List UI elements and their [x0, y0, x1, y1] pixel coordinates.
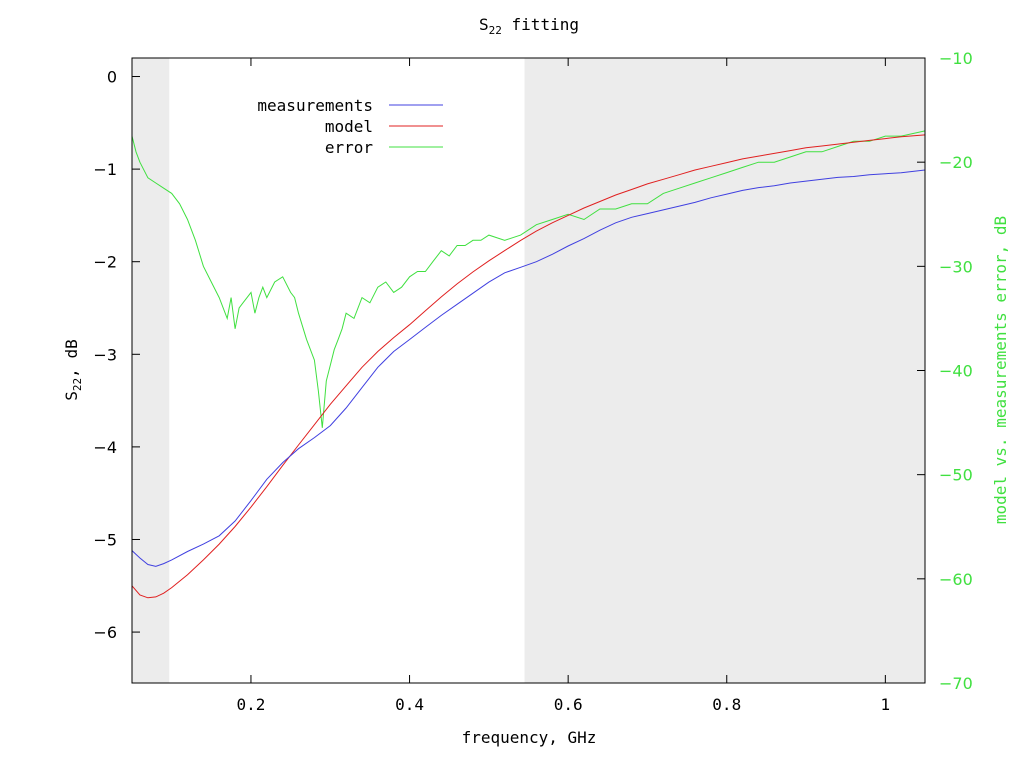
- legend-label-error: error: [325, 138, 374, 157]
- y-tick-label: −5: [93, 530, 117, 549]
- y2-tick-label: −40: [939, 362, 973, 381]
- chart-title: S22 fitting: [479, 15, 579, 37]
- x-tick-label: 0.6: [554, 695, 583, 714]
- y2-tick-label: −50: [939, 466, 973, 485]
- y-tick-label: −4: [93, 438, 117, 457]
- shaded-region-1: [132, 58, 170, 683]
- legend: measurements model error: [257, 96, 443, 157]
- y2-tick-label: −30: [939, 257, 973, 276]
- y2-tick-label: −20: [939, 153, 973, 172]
- x-axis-label: frequency, GHz: [462, 728, 597, 747]
- series-line-measurements: [131, 169, 926, 567]
- series-line-error: [131, 130, 926, 428]
- y-tick-label: −6: [93, 623, 117, 642]
- series-line-model: [131, 134, 926, 599]
- y-tick-label: −1: [93, 160, 117, 179]
- x-tick-label: 1: [881, 695, 891, 714]
- y2-tick-label: −70: [939, 674, 973, 693]
- y2-tick-label: −10: [939, 49, 973, 68]
- legend-label-measurements: measurements: [257, 96, 373, 115]
- shaded-region-2: [524, 58, 925, 683]
- y-tick-label: −3: [93, 345, 117, 364]
- y2-axis-label: model vs. measurements error, dB: [991, 216, 1010, 524]
- axis-ticks: 0.2 0.4 0.6 0.8 1 0 −1 −2 −3 −4 −5 −6 −10 −20 −30 −40 −5…: [93, 49, 972, 714]
- legend-label-model: model: [325, 117, 373, 136]
- y2-tick-label: −60: [939, 570, 973, 589]
- x-tick-label: 0.4: [395, 695, 424, 714]
- y-tick-label: −2: [93, 253, 117, 272]
- y-axis-label: S22, dB: [62, 339, 84, 400]
- y-tick-label: 0: [107, 68, 117, 87]
- x-tick-label: 0.2: [236, 695, 265, 714]
- shaded-regions: [132, 58, 925, 683]
- x-tick-label: 0.8: [712, 695, 741, 714]
- series-layer: [131, 130, 926, 599]
